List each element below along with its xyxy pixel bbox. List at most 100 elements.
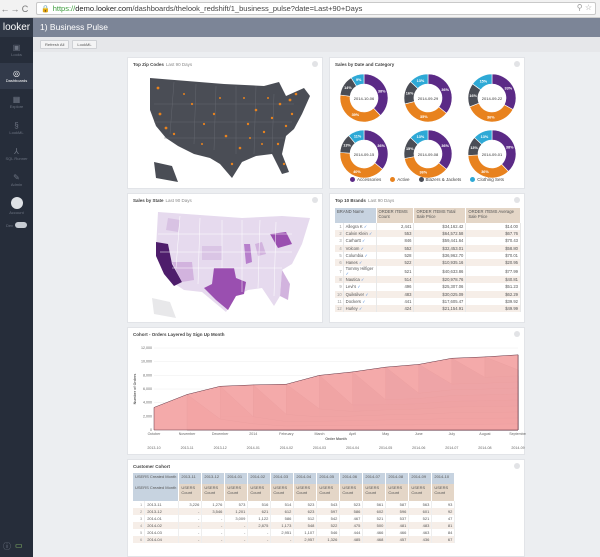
pivot-month[interactable]: 2014-06 bbox=[339, 473, 364, 484]
col-avg-sale-price[interactable]: ORDER ITEMS Average Sale Price bbox=[465, 208, 521, 223]
col-order-count[interactable]: ORDER ITEMS Count bbox=[376, 208, 415, 223]
row-number: 2 bbox=[335, 230, 344, 238]
forward-icon[interactable]: → bbox=[10, 3, 20, 14]
url-bar[interactable]: 🔒 https:// demo.looker.com /dashboards/t… bbox=[36, 2, 596, 15]
measure-header[interactable]: USERS Count bbox=[270, 484, 295, 501]
measure-header[interactable]: USERS Count bbox=[316, 484, 341, 501]
lookml-button[interactable]: LookML bbox=[72, 40, 97, 49]
state-map[interactable] bbox=[142, 208, 318, 322]
gear-icon[interactable] bbox=[514, 463, 520, 469]
sidebar-item-account[interactable]: Account bbox=[0, 193, 33, 219]
drill-check-icon: ✓ bbox=[358, 260, 363, 266]
pivot-month[interactable]: 2014-02 bbox=[247, 473, 272, 484]
measure-header[interactable]: USERS Count bbox=[247, 484, 272, 501]
looker-logo[interactable]: looker bbox=[0, 18, 33, 37]
tile-title: Top Zip Codes Last 90 Days bbox=[133, 62, 193, 67]
pivot-month[interactable]: 2014-10 bbox=[431, 473, 456, 484]
brand-name-link[interactable]: Carhartt ✓ bbox=[343, 237, 377, 245]
sidebar-item-sql-runner[interactable]: ⅄ SQL Runner bbox=[0, 141, 33, 167]
gear-icon[interactable] bbox=[312, 61, 318, 67]
table-row: 6 2014-04- - - - -2,957 1,326 485 468 457 436 67 bbox=[133, 536, 456, 543]
sidebar-item-lookml[interactable]: § LookML bbox=[0, 115, 33, 141]
pivot-month[interactable]: 2014-07 bbox=[362, 473, 387, 484]
reload-icon[interactable]: C bbox=[21, 3, 29, 14]
gear-icon[interactable] bbox=[514, 331, 520, 337]
pivot-month[interactable]: 2014-05 bbox=[316, 473, 341, 484]
brand-name-link[interactable]: Levi's ✓ bbox=[343, 283, 377, 291]
back-icon[interactable]: ← bbox=[0, 3, 10, 14]
pivot-month[interactable]: 2013-11 bbox=[178, 473, 203, 484]
row-header[interactable]: USERS Created Month bbox=[133, 484, 180, 501]
legend-blazers[interactable]: Blazers & Jackets bbox=[418, 177, 461, 182]
dev-mode-toggle[interactable]: Dev bbox=[0, 219, 33, 231]
brand-name-link[interactable]: Volcom ✓ bbox=[343, 244, 377, 252]
cohort-cell: 436 bbox=[408, 536, 433, 543]
pivot-month[interactable]: 2013-12 bbox=[201, 473, 226, 484]
svg-text:2013-10: 2013-10 bbox=[147, 446, 160, 450]
svg-text:2013-12: 2013-12 bbox=[214, 446, 227, 450]
bookmark-star-icon[interactable]: ⚲ ☆ bbox=[576, 3, 592, 12]
sidebar-item-explore[interactable]: ▦ Explore bbox=[0, 89, 33, 115]
col-total-sale-price[interactable]: ORDER ITEMS Total Sale Price bbox=[413, 208, 467, 223]
donut-chart[interactable]: 33% 36% 16% 15% 2014-09-22 bbox=[466, 72, 518, 124]
brand-name-link[interactable]: Dockers ✓ bbox=[343, 297, 377, 305]
brand-name-link[interactable]: Allegra K ✓ bbox=[343, 223, 377, 231]
row-label: 2014-02 bbox=[144, 522, 180, 529]
brand-name-link[interactable]: Tommy Hilfiger ✓ bbox=[343, 266, 377, 277]
sidebar-item-dashboards[interactable]: ◎ Dashboards bbox=[0, 63, 33, 89]
measure-header[interactable]: USERS Count bbox=[362, 484, 387, 501]
brand-name-link[interactable]: Columbia ✓ bbox=[343, 251, 377, 259]
help-icon[interactable]: ⓘ bbox=[3, 542, 11, 551]
pivot-month[interactable]: 2014-01 bbox=[224, 473, 249, 484]
gear-icon[interactable] bbox=[514, 61, 520, 67]
brand-name-link[interactable]: Quiksilver ✓ bbox=[343, 290, 377, 298]
measure-header[interactable]: USERS Count bbox=[385, 484, 410, 501]
measure-header[interactable]: USERS Count bbox=[408, 484, 433, 501]
cohort-cell: - bbox=[224, 522, 249, 529]
donut-chart[interactable]: 38% 39% 14% 9% 2014-10-06 bbox=[338, 72, 390, 124]
toggle-switch[interactable] bbox=[15, 222, 28, 228]
sidebar-item-admin[interactable]: ✎ Admin bbox=[0, 167, 33, 193]
donut-chart[interactable]: 36% 36% 15% 13% 2014-09-08 bbox=[402, 128, 454, 180]
measure-header[interactable]: USERS Count bbox=[178, 484, 203, 501]
measure-header[interactable]: USERS Count bbox=[339, 484, 364, 501]
pivot-month[interactable]: 2014-03 bbox=[270, 473, 295, 484]
svg-text:36%: 36% bbox=[481, 170, 489, 174]
chat-icon[interactable]: ▭ bbox=[15, 541, 23, 550]
pivot-month[interactable]: 2014-04 bbox=[293, 473, 318, 484]
brand-name-link[interactable]: Nautica ✓ bbox=[343, 276, 377, 284]
svg-text:2013-11: 2013-11 bbox=[181, 446, 194, 450]
cohort-area-chart[interactable]: 0 2,000 4,000 6,000 8,000 10,000 12,000 October… bbox=[128, 340, 526, 454]
measure-header[interactable]: USERS Count bbox=[293, 484, 318, 501]
brand-name-link[interactable]: Hanes ✓ bbox=[343, 258, 377, 267]
brand-name-link[interactable]: Hurley ✓ bbox=[343, 304, 377, 313]
gear-icon[interactable] bbox=[312, 197, 318, 203]
donut-chart[interactable]: 36% 40% 13% 11% 2014-09-15 bbox=[338, 128, 390, 180]
svg-text:2014: 2014 bbox=[249, 432, 257, 436]
col-brand-name[interactable]: BRAND Name bbox=[335, 208, 377, 223]
refresh-all-button[interactable]: Refresh All bbox=[40, 40, 70, 49]
sql-icon: ⅄ bbox=[14, 147, 19, 156]
gear-icon[interactable] bbox=[514, 197, 520, 203]
order-count: 496 bbox=[376, 283, 415, 291]
measure-header[interactable]: USERS Count bbox=[431, 484, 456, 501]
brand-name-link[interactable]: Calvin Klein ✓ bbox=[343, 230, 377, 238]
pivot-month[interactable]: 2014-08 bbox=[385, 473, 410, 484]
donut-chart[interactable]: 38% 36% 13% 13% 2014-09-01 bbox=[466, 128, 518, 180]
zip-map[interactable] bbox=[144, 74, 314, 186]
measure-header[interactable]: USERS Count bbox=[224, 484, 249, 501]
cohort-cell: 92 bbox=[431, 508, 456, 515]
sidebar-item-looks[interactable]: ▣ Looks bbox=[0, 37, 33, 63]
donut-chart[interactable]: 36% 35% 16% 13% 2014-09-29 bbox=[402, 72, 454, 124]
legend-clothing[interactable]: Clothing Sets bbox=[470, 177, 504, 182]
cohort-cell: - bbox=[178, 508, 203, 515]
legend-active[interactable]: Active bbox=[390, 177, 410, 182]
cohort-cell: 521 bbox=[362, 515, 387, 522]
pivot-month[interactable]: 2014-09 bbox=[408, 473, 433, 484]
measure-header[interactable]: USERS Count bbox=[201, 484, 226, 501]
row-number: 3 bbox=[133, 515, 146, 522]
legend-accessories[interactable]: Accessories bbox=[349, 177, 381, 182]
code-icon: § bbox=[14, 121, 19, 130]
donut-date-label: 2014-09-15 bbox=[353, 151, 375, 157]
cohort-cell: - bbox=[224, 529, 249, 536]
